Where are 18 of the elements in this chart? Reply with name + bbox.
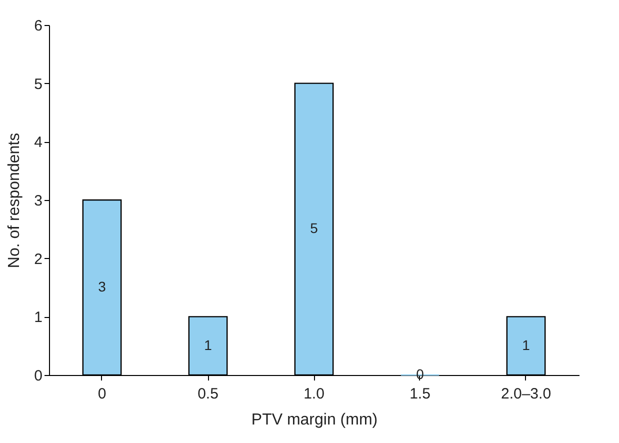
data-label: 3 [98,278,106,294]
y-tick-label: 0 [34,368,42,384]
x-tick-label: 0.5 [198,386,218,402]
x-tick-label: 0 [98,386,106,402]
y-tick-label: 2 [34,250,42,268]
x-axis-title: PTV margin (mm) [251,412,378,428]
y-tick-label: 4 [34,134,42,152]
x-tick-label: 1.0 [304,386,324,402]
y-axis-title: No. of respondents [6,132,24,268]
x-tick-label: 2.0–3.0 [500,386,552,402]
y-tick-label: 3 [34,192,42,210]
y-tick-label: 6 [34,18,42,34]
data-label: 1 [204,336,212,353]
data-label: 5 [310,220,318,236]
y-tick-label: 1 [34,309,42,326]
x-tick-label: 1.5 [410,386,430,402]
data-label: 1 [522,336,530,353]
y-tick-label: 5 [34,76,42,93]
